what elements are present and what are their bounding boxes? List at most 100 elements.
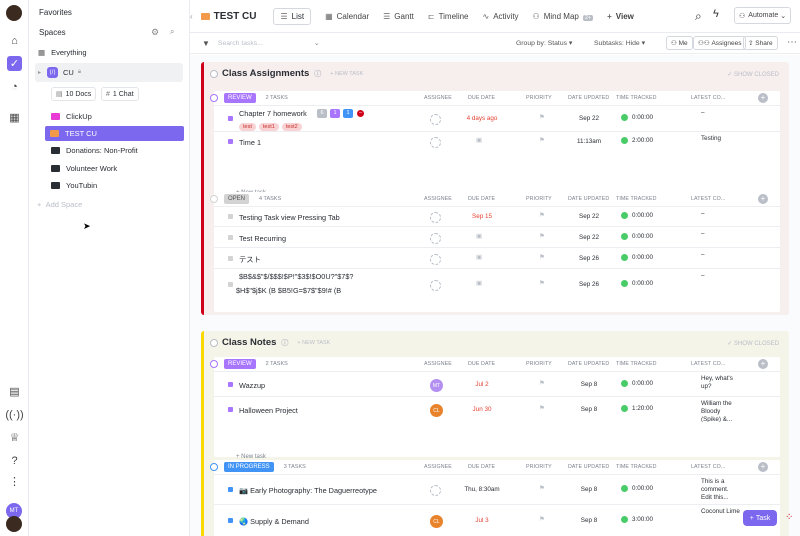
latest-comment[interactable]: – <box>701 272 705 279</box>
time-tracked[interactable]: 0:00:00 <box>621 280 653 287</box>
status-square[interactable] <box>228 382 233 387</box>
subtask-badge[interactable]: 6 <box>317 109 327 118</box>
column-header[interactable]: DATE UPDATED <box>568 361 610 367</box>
task-name[interactable]: Wazzup <box>239 381 266 390</box>
column-header[interactable]: LATEST CO... <box>691 464 726 470</box>
flag-icon[interactable]: ⚑ <box>539 233 545 240</box>
column-header[interactable]: TIME TRACKED <box>616 95 657 101</box>
flag-icon[interactable]: ⚑ <box>539 405 545 412</box>
task-name[interactable]: Testing Task view Pressing Tab <box>239 213 340 222</box>
tab-gantt[interactable]: ☰ Gantt <box>376 0 421 33</box>
flag-icon[interactable]: ⚑ <box>539 516 545 523</box>
time-tracked[interactable]: 0:00:00 <box>621 380 653 387</box>
docs-icon[interactable]: ▤ <box>9 386 20 398</box>
column-header[interactable]: LATEST CO... <box>691 196 726 202</box>
status-square[interactable] <box>228 235 233 240</box>
column-header[interactable]: DATE UPDATED <box>568 464 610 470</box>
column-header[interactable]: LATEST CO... <box>691 361 726 367</box>
help-icon[interactable]: ? <box>11 454 18 467</box>
column-header[interactable]: ASSIGNEE <box>424 361 452 367</box>
time-tracked[interactable]: 0:00:00 <box>621 254 653 261</box>
group-by[interactable]: Group by: Status ▾ <box>516 40 573 47</box>
flag-icon[interactable]: ⚑ <box>539 114 545 121</box>
task-row[interactable]: $B$&$"$/$$$!$P!"$3$!$O0U?"$7$? $H$"$j$K (… <box>214 268 780 299</box>
trophy-icon[interactable]: ♕ <box>9 432 20 444</box>
chevron-right-icon[interactable]: ▸ <box>38 70 42 76</box>
user-avatar[interactable]: MT <box>6 503 22 519</box>
tag[interactable]: test <box>239 123 256 131</box>
page-title[interactable]: TEST CU <box>213 10 257 22</box>
status-square[interactable] <box>228 214 233 219</box>
due-date[interactable]: Jul 3 <box>475 517 489 524</box>
latest-comment[interactable]: William the Bloody (Spike) &... <box>701 400 733 422</box>
add-column-icon[interactable]: + <box>758 194 768 204</box>
status-square[interactable] <box>228 282 233 287</box>
task-row[interactable]: Testing Task view Pressing Tab Sep 15 ⚑ Sep… <box>214 206 780 226</box>
tab-list[interactable]: ☰ List <box>266 0 318 33</box>
lightning-icon[interactable]: ϟ <box>713 8 719 20</box>
assignee-placeholder[interactable] <box>430 212 441 223</box>
assignee-avatar[interactable]: MT <box>430 379 443 392</box>
task-name[interactable]: Chapter 7 homework <box>239 109 307 118</box>
tasks-icon[interactable]: ✓ <box>7 56 22 71</box>
new-task-button[interactable]: + Task <box>743 510 777 526</box>
spaces-heading[interactable]: Spaces <box>39 28 66 37</box>
task-row[interactable]: Wazzup MT Jul 2 ⚑ Sep 8 0:00:00 Hey, what's up… <box>214 371 780 396</box>
play-icon[interactable] <box>621 254 628 261</box>
task-name[interactable]: Halloween Project <box>239 406 298 415</box>
apps-icon[interactable]: ⁘ <box>785 512 794 523</box>
assignee-placeholder[interactable] <box>430 254 441 265</box>
flag-icon[interactable]: ⚑ <box>539 212 545 219</box>
play-icon[interactable] <box>621 280 628 287</box>
tab-mind-map[interactable]: ⚇ Mind Map 2+ <box>526 0 601 33</box>
column-header[interactable]: DATE UPDATED <box>568 95 610 101</box>
workspace-avatar[interactable] <box>6 5 22 21</box>
task-name[interactable]: $B$&$"$/$$$!$P!"$3$!$O0U?"$7$? <box>239 272 354 281</box>
add-column-icon[interactable]: + <box>758 93 768 103</box>
column-header[interactable]: TIME TRACKED <box>616 361 657 367</box>
due-date[interactable]: Thu, 8:30am <box>464 486 500 493</box>
task-row[interactable]: Chapter 7 homework 6 1 1– test test1 test2 4 da… <box>214 105 780 131</box>
task-row[interactable]: Time 1 ▣ ⚑ 11:13am 2:00:00 Testing <box>214 131 780 150</box>
column-header[interactable]: DATE UPDATED <box>568 196 610 202</box>
assignee-avatar[interactable]: CL <box>430 515 443 528</box>
play-icon[interactable] <box>621 516 628 523</box>
folder-item[interactable]: Volunteer Work <box>46 161 117 176</box>
search-icon[interactable]: ⌕ <box>170 27 175 36</box>
search-icon[interactable]: ⌕ <box>695 9 702 23</box>
task-name[interactable]: 📷 Early Photography: The Daguerreotype <box>239 486 377 495</box>
latest-comment[interactable]: – <box>701 109 705 116</box>
collapse-icon[interactable] <box>210 195 218 203</box>
collapse-toggle[interactable] <box>210 69 218 78</box>
notifications-icon[interactable]: ◔ <box>11 80 18 93</box>
everything-item[interactable]: ▦ Everything <box>38 47 87 57</box>
collapse-icon[interactable] <box>210 94 218 102</box>
flag-icon[interactable]: ⚑ <box>539 485 545 492</box>
status-square[interactable] <box>228 139 233 144</box>
status-pill[interactable]: REVIEW <box>224 359 256 369</box>
collapse-icon[interactable] <box>210 463 218 471</box>
task-row[interactable]: Test Recurring ▣ ⚑ Sep 22 0:00:00 – <box>214 226 780 247</box>
column-header[interactable]: DUE DATE <box>468 196 496 202</box>
task-name-line2[interactable]: $H$"$j$K (B $B5!G=$7$"$9!# (B <box>236 286 342 295</box>
assignee-placeholder[interactable] <box>430 233 441 244</box>
time-tracked[interactable]: 0:00:00 <box>621 114 653 121</box>
folder-item[interactable]: TEST CU <box>45 126 184 141</box>
docs-chip[interactable]: ▤ 10 Docs <box>51 87 97 101</box>
favorites-heading[interactable]: Favorites <box>39 8 72 17</box>
subtask-badge[interactable]: 1 <box>330 109 340 118</box>
new-task-link[interactable]: + NEW TASK <box>330 70 364 77</box>
time-tracked[interactable]: 3:00:00 <box>621 516 653 523</box>
column-header[interactable]: ASSIGNEE <box>424 464 452 470</box>
flag-icon[interactable]: ⚑ <box>539 380 545 387</box>
flag-icon[interactable]: ⚑ <box>539 254 545 261</box>
time-tracked[interactable]: 2:00:00 <box>621 137 653 144</box>
tab-timeline[interactable]: ⊏ Timeline <box>421 0 476 33</box>
more-options-icon[interactable]: ⋯ <box>787 37 797 48</box>
home-icon[interactable]: ⌂ <box>11 34 18 47</box>
tag[interactable]: test2 <box>281 123 302 131</box>
column-header[interactable]: PRIORITY <box>526 361 552 367</box>
assignee-placeholder[interactable] <box>430 485 441 496</box>
play-icon[interactable] <box>621 114 628 121</box>
flag-icon[interactable]: ⚑ <box>539 137 545 144</box>
